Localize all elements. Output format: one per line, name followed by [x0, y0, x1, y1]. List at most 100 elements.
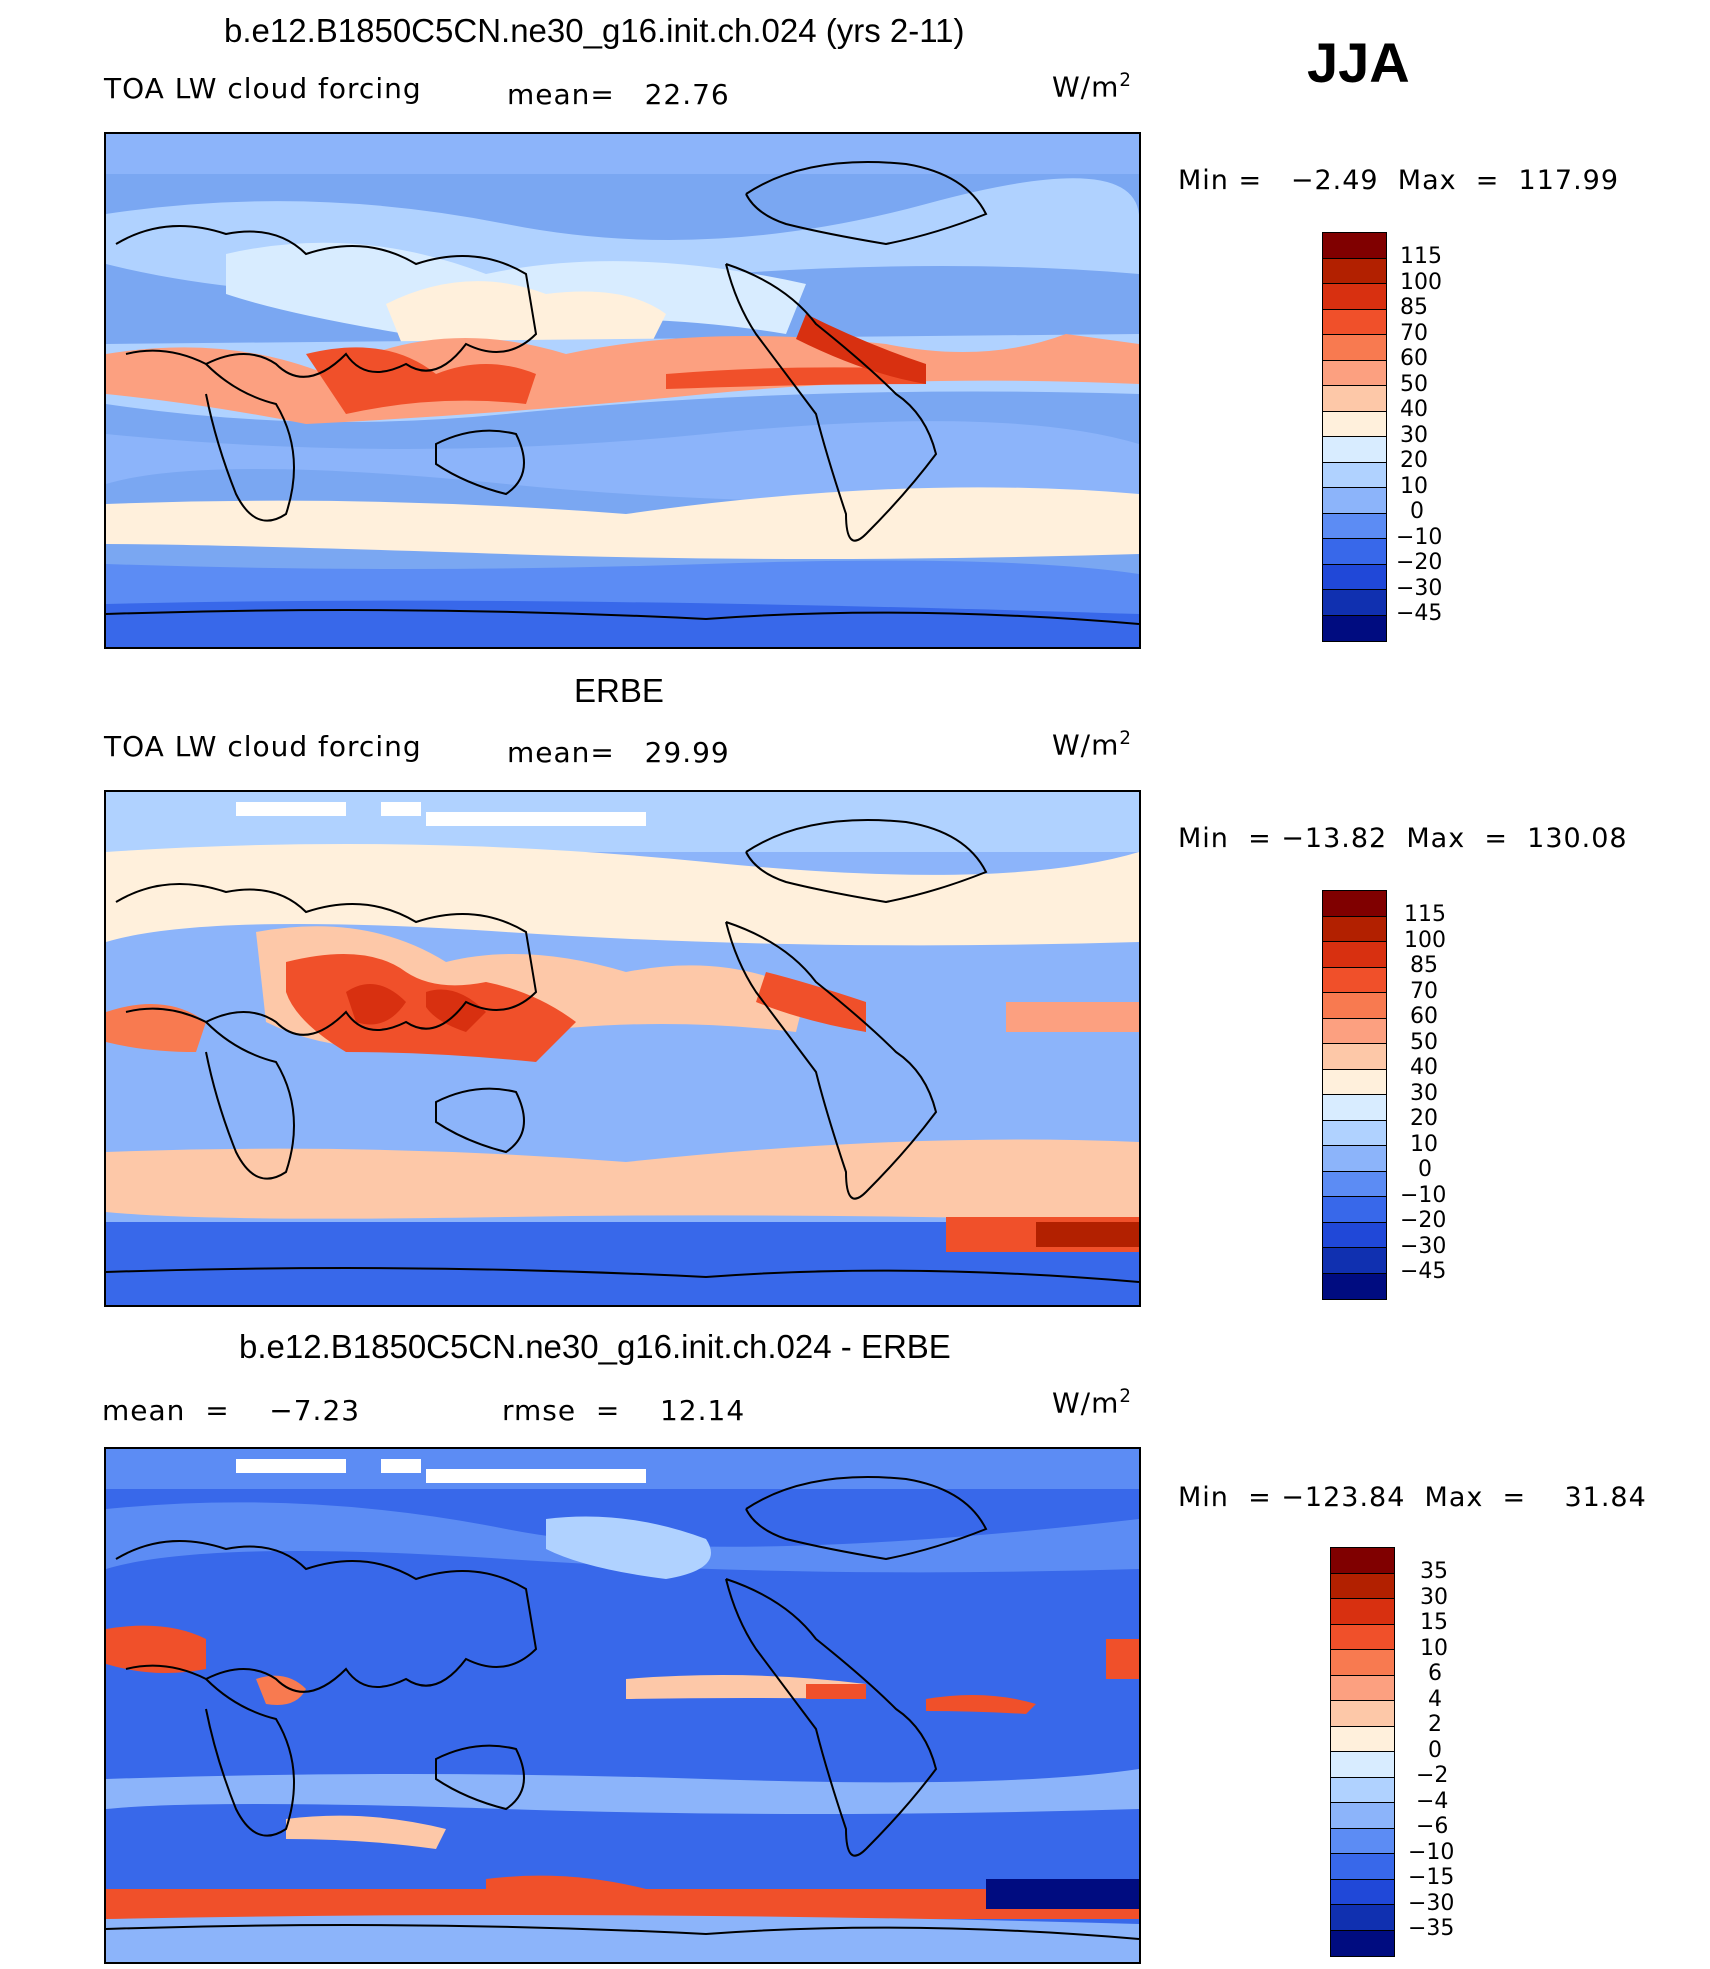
colorbar-tick: −45: [1396, 601, 1443, 626]
panel-2-title: ERBE: [574, 672, 664, 709]
colorbar-tick: 6: [1428, 1661, 1442, 1686]
colorbar-swatch: [1323, 1273, 1386, 1299]
colorbar-swatch: [1331, 1701, 1394, 1727]
colorbar-tick: 30: [1410, 1081, 1438, 1106]
colorbar-tick: −10: [1400, 1183, 1447, 1208]
colorbar-tick: 85: [1400, 295, 1428, 320]
colorbar-tick: 50: [1410, 1030, 1438, 1055]
panel-1-mean: mean= 22.76: [507, 78, 730, 111]
panel-3-title: b.e12.B1850C5CN.ne30_g16.init.ch.024 - E…: [239, 1328, 951, 1365]
colorbar-swatch: [1323, 590, 1386, 616]
colorbar-swatch: [1323, 1120, 1386, 1146]
colorbar-tick: 20: [1410, 1106, 1438, 1131]
colorbar-swatch: [1323, 891, 1386, 917]
colorbar-tick: 30: [1400, 423, 1428, 448]
colorbar-swatch: [1323, 916, 1386, 942]
colorbar-tick: 115: [1400, 244, 1442, 269]
colorbar-tick: 10: [1420, 1636, 1448, 1661]
colorbar-tick: 2: [1428, 1712, 1442, 1737]
panel-2-contour-field: [106, 792, 1139, 1305]
colorbar-swatch: [1331, 1675, 1394, 1701]
panel-2-mean: mean= 29.99: [507, 736, 730, 769]
colorbar-swatch: [1331, 1854, 1394, 1880]
colorbar-swatch: [1323, 967, 1386, 993]
colorbar-swatch: [1323, 513, 1386, 539]
colorbar-tick: 10: [1400, 474, 1428, 499]
colorbar-swatch: [1331, 1752, 1394, 1778]
colorbar-swatch: [1331, 1879, 1394, 1905]
colorbar-swatch: [1331, 1726, 1394, 1752]
colorbar-swatch: [1323, 564, 1386, 590]
units-text: W/m: [1052, 1386, 1120, 1420]
colorbar-tick: −15: [1408, 1865, 1455, 1890]
colorbar-swatch: [1331, 1573, 1394, 1599]
colorbar-swatch: [1323, 411, 1386, 437]
colorbar-tick: −10: [1396, 525, 1443, 550]
panel-2-field-label: TOA LW cloud forcing: [104, 730, 422, 763]
colorbar-swatch: [1323, 1171, 1386, 1197]
colorbar-swatch: [1331, 1650, 1394, 1676]
panel-2-units: W/m2: [1052, 728, 1132, 761]
panel-1-minmax: Min = −2.49 Max = 117.99: [1178, 165, 1620, 196]
colorbar-swatch: [1323, 1222, 1386, 1248]
panel-3-units: W/m2: [1052, 1386, 1132, 1419]
panel-1-field-label: TOA LW cloud forcing: [104, 72, 422, 105]
colorbar-swatch: [1323, 1146, 1386, 1172]
colorbar-tick: 40: [1400, 397, 1428, 422]
colorbar-swatch: [1323, 488, 1386, 514]
colorbar-swatch: [1323, 1197, 1386, 1223]
colorbar-tick: 100: [1400, 270, 1442, 295]
colorbar-swatch: [1323, 539, 1386, 565]
colorbar-tick: 85: [1410, 953, 1438, 978]
colorbar-swatch: [1331, 1624, 1394, 1650]
colorbar-tick: 70: [1400, 321, 1428, 346]
colorbar-swatch: [1331, 1905, 1394, 1931]
colorbar-tick: −45: [1400, 1259, 1447, 1284]
colorbar-swatch: [1323, 335, 1386, 361]
season-label: JJA: [1307, 31, 1410, 94]
colorbar-tick: 40: [1410, 1055, 1438, 1080]
colorbar-swatch: [1323, 1248, 1386, 1274]
panel-3-rmse: rmse = 12.14: [502, 1394, 746, 1427]
colorbar-tick: −20: [1396, 550, 1443, 575]
panel-2-minmax: Min = −13.82 Max = 130.08: [1178, 823, 1628, 854]
colorbar-swatch: [1323, 462, 1386, 488]
colorbar-tick: 50: [1400, 372, 1428, 397]
panel-1-units: W/m2: [1052, 70, 1132, 103]
colorbar-swatch: [1331, 1828, 1394, 1854]
colorbar-tick: −30: [1408, 1891, 1455, 1916]
colorbar-tick: 0: [1410, 499, 1424, 524]
units-text: W/m: [1052, 70, 1120, 104]
colorbar-tick: 30: [1420, 1585, 1448, 1610]
colorbar-tick: −6: [1416, 1814, 1449, 1839]
colorbar-tick: −20: [1400, 1208, 1447, 1233]
units-exponent: 2: [1119, 70, 1132, 91]
colorbar-swatch: [1323, 284, 1386, 310]
colorbar-tick: −30: [1400, 1234, 1447, 1259]
colorbar-tick: 10: [1410, 1132, 1438, 1157]
colorbar-tick: −30: [1396, 576, 1443, 601]
colorbar-tick: 4: [1428, 1687, 1442, 1712]
colorbar-tick: −10: [1408, 1840, 1455, 1865]
colorbar-tick: 0: [1428, 1738, 1442, 1763]
units-text: W/m: [1052, 728, 1120, 762]
colorbar-tick: 60: [1410, 1004, 1438, 1029]
colorbar-tick: 15: [1420, 1610, 1448, 1635]
panel-3-map: [104, 1447, 1141, 1964]
colorbar-swatch: [1323, 309, 1386, 335]
panel-1-title: b.e12.B1850C5CN.ne30_g16.init.ch.024 (yr…: [224, 12, 965, 49]
panel-2-map: [104, 790, 1141, 1307]
panel-1-colorbar: [1322, 232, 1387, 642]
colorbar-swatch: [1331, 1777, 1394, 1803]
colorbar-tick: −2: [1416, 1763, 1449, 1788]
colorbar-tick: 20: [1400, 448, 1428, 473]
colorbar-swatch: [1323, 942, 1386, 968]
colorbar-swatch: [1331, 1930, 1394, 1956]
colorbar-tick: 100: [1404, 928, 1446, 953]
colorbar-swatch: [1323, 1018, 1386, 1044]
colorbar-swatch: [1323, 437, 1386, 463]
colorbar-swatch: [1323, 615, 1386, 641]
colorbar-tick: −4: [1416, 1789, 1449, 1814]
colorbar-tick: −35: [1408, 1916, 1455, 1941]
panel-1-map: [104, 132, 1141, 649]
